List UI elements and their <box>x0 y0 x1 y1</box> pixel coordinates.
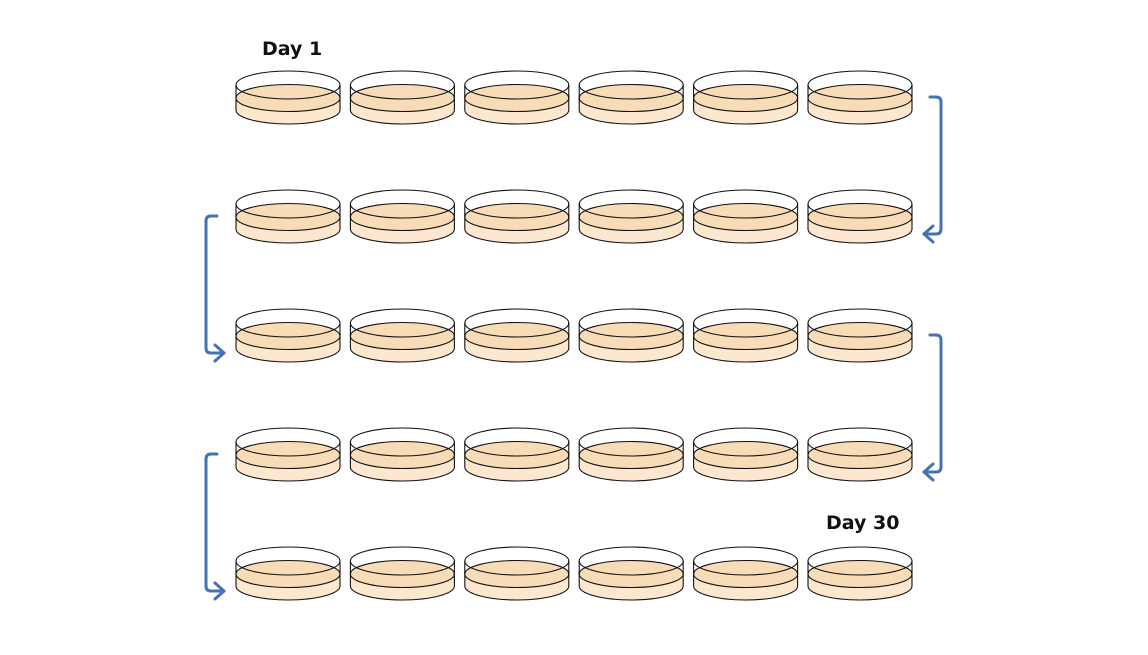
petri-dish <box>349 308 455 363</box>
u-turn-arrow-icon <box>922 333 943 482</box>
dish-layer <box>235 70 913 601</box>
petri-dish <box>349 427 455 482</box>
arrow-layer <box>204 95 943 601</box>
petri-dish <box>235 546 341 601</box>
u-turn-arrow-icon <box>922 95 943 244</box>
petri-dish <box>235 427 341 482</box>
petri-dish <box>693 70 799 125</box>
u-turn-arrow-icon <box>204 452 226 601</box>
petri-dish <box>578 70 684 125</box>
petri-dish <box>807 70 913 125</box>
petri-dish <box>464 70 570 125</box>
petri-dish <box>349 70 455 125</box>
petri-dish <box>578 308 684 363</box>
u-turn-arrow-icon <box>204 214 226 363</box>
petri-dish <box>235 70 341 125</box>
petri-dish <box>807 189 913 244</box>
petri-dish <box>464 546 570 601</box>
petri-dish <box>807 546 913 601</box>
petri-dish <box>693 546 799 601</box>
petri-dish <box>349 546 455 601</box>
petri-dish <box>349 189 455 244</box>
petri-dish <box>693 427 799 482</box>
petri-dish <box>235 189 341 244</box>
petri-dish <box>807 308 913 363</box>
petri-dish <box>578 189 684 244</box>
petri-dish <box>578 546 684 601</box>
petri-dish <box>693 308 799 363</box>
petri-dish <box>693 189 799 244</box>
petri-dish <box>807 427 913 482</box>
petri-dish <box>235 308 341 363</box>
petri-dish <box>464 189 570 244</box>
petri-dish <box>578 427 684 482</box>
petri-dish <box>464 308 570 363</box>
petri-dish <box>464 427 570 482</box>
day-end-label: Day 30 <box>826 512 900 534</box>
day-start-label: Day 1 <box>262 38 323 60</box>
